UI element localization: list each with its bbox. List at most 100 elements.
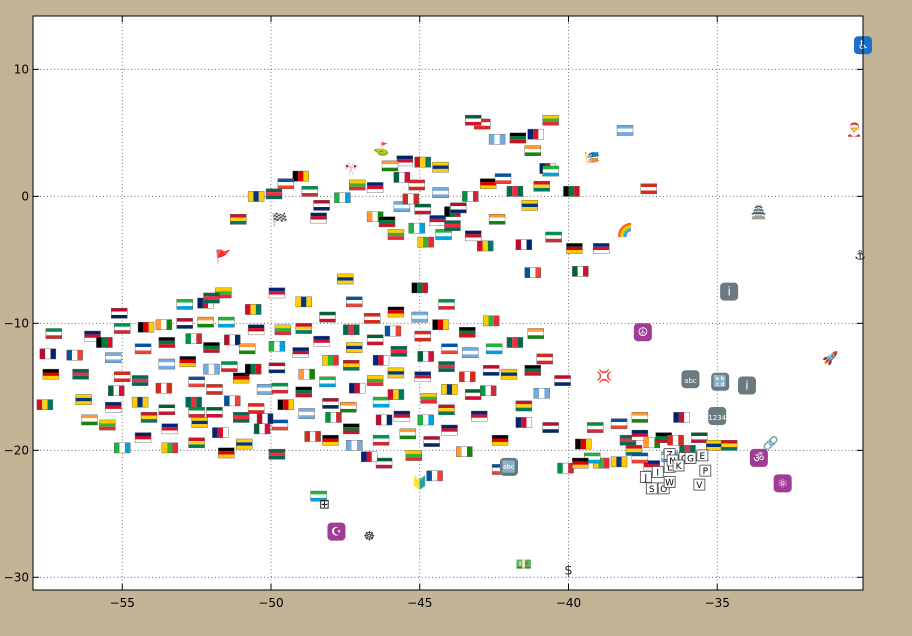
flag-marker <box>176 318 193 329</box>
flag-marker <box>482 315 500 327</box>
flag-marker <box>319 376 336 388</box>
flag-marker <box>667 434 684 446</box>
letter-tile-g: G <box>684 452 697 464</box>
flag-marker <box>346 296 363 308</box>
flag-marker <box>188 407 205 418</box>
flag-marker <box>224 395 241 407</box>
flag-marker <box>417 236 434 248</box>
flag-marker <box>221 361 238 372</box>
input-latin-lowercase-icon: abc <box>681 370 700 389</box>
flag-marker <box>643 460 660 471</box>
flag-marker <box>572 266 589 277</box>
flag-marker <box>720 440 738 451</box>
letter-tile-i: I <box>651 465 664 478</box>
japanese-beginner-symbol-icon: 🔰 <box>412 475 428 491</box>
link-icon: 🔗 <box>763 435 779 452</box>
flag-marker <box>515 417 533 428</box>
flag-marker <box>402 193 420 205</box>
flag-marker <box>488 213 506 225</box>
flag-marker <box>244 363 262 375</box>
flag-marker <box>191 417 208 428</box>
flag-marker <box>247 403 265 414</box>
flag-marker <box>610 418 628 430</box>
flag-marker <box>346 342 363 353</box>
peace-symbol-icon: ☮ <box>633 323 652 342</box>
flag-marker <box>325 412 342 423</box>
flag-marker <box>673 412 690 423</box>
svg-text:💵: 💵 <box>516 557 532 572</box>
flag-marker <box>572 457 589 469</box>
flag-marker <box>134 343 152 355</box>
flag-marker <box>238 343 256 355</box>
flag-marker <box>206 384 223 395</box>
flag-marker <box>140 412 158 423</box>
x-tick-label: −40 <box>556 596 581 610</box>
flag-marker <box>384 325 402 337</box>
flag-marker <box>161 423 179 435</box>
flag-marker <box>253 423 271 435</box>
flag-marker <box>426 470 443 482</box>
flag-marker <box>488 133 506 145</box>
flag-marker <box>179 356 196 367</box>
flag-marker <box>375 457 393 469</box>
flag-marker <box>387 367 405 379</box>
flag-marker <box>506 186 524 197</box>
flag-marker <box>432 161 449 173</box>
flag-marker <box>310 490 327 502</box>
flag-marker <box>346 440 363 451</box>
plot-frame <box>32 15 864 591</box>
flag-marker <box>542 165 559 177</box>
flag-marker <box>450 202 467 214</box>
flag-marker <box>545 231 562 243</box>
flag-marker <box>75 394 92 405</box>
flag-marker <box>349 179 366 191</box>
information-icon: i <box>720 282 739 301</box>
abc-keycap-icon: 🔡 <box>711 372 730 391</box>
om-symbol-icon: ॐ <box>749 448 768 467</box>
flag-marker <box>631 452 649 464</box>
svg-text:N: N <box>669 457 676 467</box>
y-tick-label: −30 <box>4 570 29 584</box>
svg-text:🔗: 🔗 <box>763 435 779 452</box>
flag-marker <box>295 296 312 308</box>
input-symbol-for-latin-letters-icon: 🔤 <box>499 457 518 476</box>
flag-marker <box>105 352 122 364</box>
flag-marker <box>515 400 533 412</box>
flag-marker <box>176 299 193 310</box>
flag-marker <box>593 243 610 254</box>
flag-in-hole-icon: ⛳ <box>373 141 389 157</box>
flag-marker <box>485 343 503 355</box>
flag-marker <box>414 156 431 168</box>
flag-marker <box>524 267 541 278</box>
flag-marker <box>244 304 262 315</box>
flag-marker <box>313 335 330 347</box>
svg-text:ॐ: ॐ <box>753 451 764 465</box>
flag-marker <box>423 436 440 447</box>
flag-marker <box>295 386 312 398</box>
axis-ticks: −55 −50 −45 −40 −35 −30 −20 −10 0 10 <box>4 16 863 610</box>
flag-marker <box>533 387 550 399</box>
flag-marker <box>491 434 509 446</box>
flag-marker <box>366 334 384 346</box>
svg-text:🏯: 🏯 <box>751 204 767 221</box>
flag-marker <box>414 203 431 215</box>
flag-marker <box>640 183 658 195</box>
svg-text:S: S <box>649 485 655 495</box>
anchor-icon: ⚓ <box>854 249 866 264</box>
svg-text:L: L <box>667 463 672 473</box>
flag-marker <box>706 440 723 451</box>
flag-marker <box>268 448 286 460</box>
flag-marker <box>197 316 214 328</box>
information-source-icon: i <box>737 376 756 395</box>
flag-marker <box>387 229 405 240</box>
letter-tile-k: K <box>672 459 685 472</box>
flag-marker <box>500 368 518 380</box>
star-and-crescent-icon: ☪ <box>327 522 346 541</box>
flag-marker <box>521 200 539 211</box>
flag-marker <box>462 347 479 358</box>
flag-marker <box>527 128 544 140</box>
carp-streamer-icon: 🎏 <box>584 151 600 167</box>
flag-marker <box>479 178 497 190</box>
castle-icon: 🏯 <box>751 204 767 221</box>
svg-text:K: K <box>676 462 683 472</box>
